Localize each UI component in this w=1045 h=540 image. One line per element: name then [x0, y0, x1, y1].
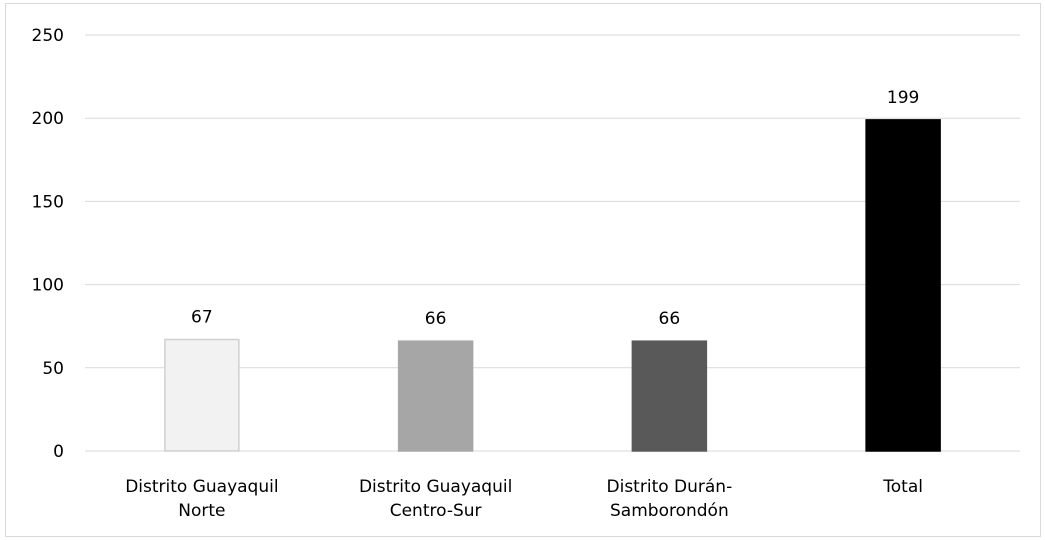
- category-label: Total: [882, 477, 923, 497]
- bar-1: [397, 340, 474, 452]
- y-tick-label: 0: [53, 442, 64, 462]
- data-label: 66: [425, 309, 447, 329]
- bar-2: [631, 340, 708, 452]
- bars: [164, 119, 941, 452]
- category-label-line: Distrito Guayaquil: [125, 477, 278, 497]
- data-label: 66: [659, 309, 681, 329]
- y-tick-label: 50: [42, 359, 64, 379]
- bar-3: [865, 119, 941, 452]
- category-label-line: Total: [882, 477, 923, 497]
- category-label: Distrito Guayaquil Centro-Sur: [359, 477, 512, 521]
- data-label: 199: [887, 88, 919, 108]
- category-label-line: Distrito Durán-: [607, 477, 733, 497]
- category-label: Distrito Guayaquil Norte: [125, 477, 278, 521]
- data-label: 67: [191, 308, 213, 328]
- bar-0: [164, 338, 240, 452]
- y-tick-label: 150: [32, 192, 64, 212]
- y-axis-ticks: 0 50 100 150 200 250: [32, 26, 64, 462]
- category-label-line: Norte: [178, 501, 225, 521]
- category-label-line: Centro-Sur: [390, 501, 482, 521]
- category-label-line: Samborondón: [610, 501, 729, 521]
- y-tick-label: 100: [32, 276, 64, 296]
- data-labels: 67 66 66 199: [191, 88, 919, 329]
- y-tick-label: 200: [32, 109, 64, 129]
- category-label-line: Distrito Guayaquil: [359, 477, 512, 497]
- gridlines: [85, 34, 1020, 452]
- y-tick-label: 250: [32, 26, 64, 46]
- category-label: Distrito Durán- Samborondón: [607, 477, 733, 521]
